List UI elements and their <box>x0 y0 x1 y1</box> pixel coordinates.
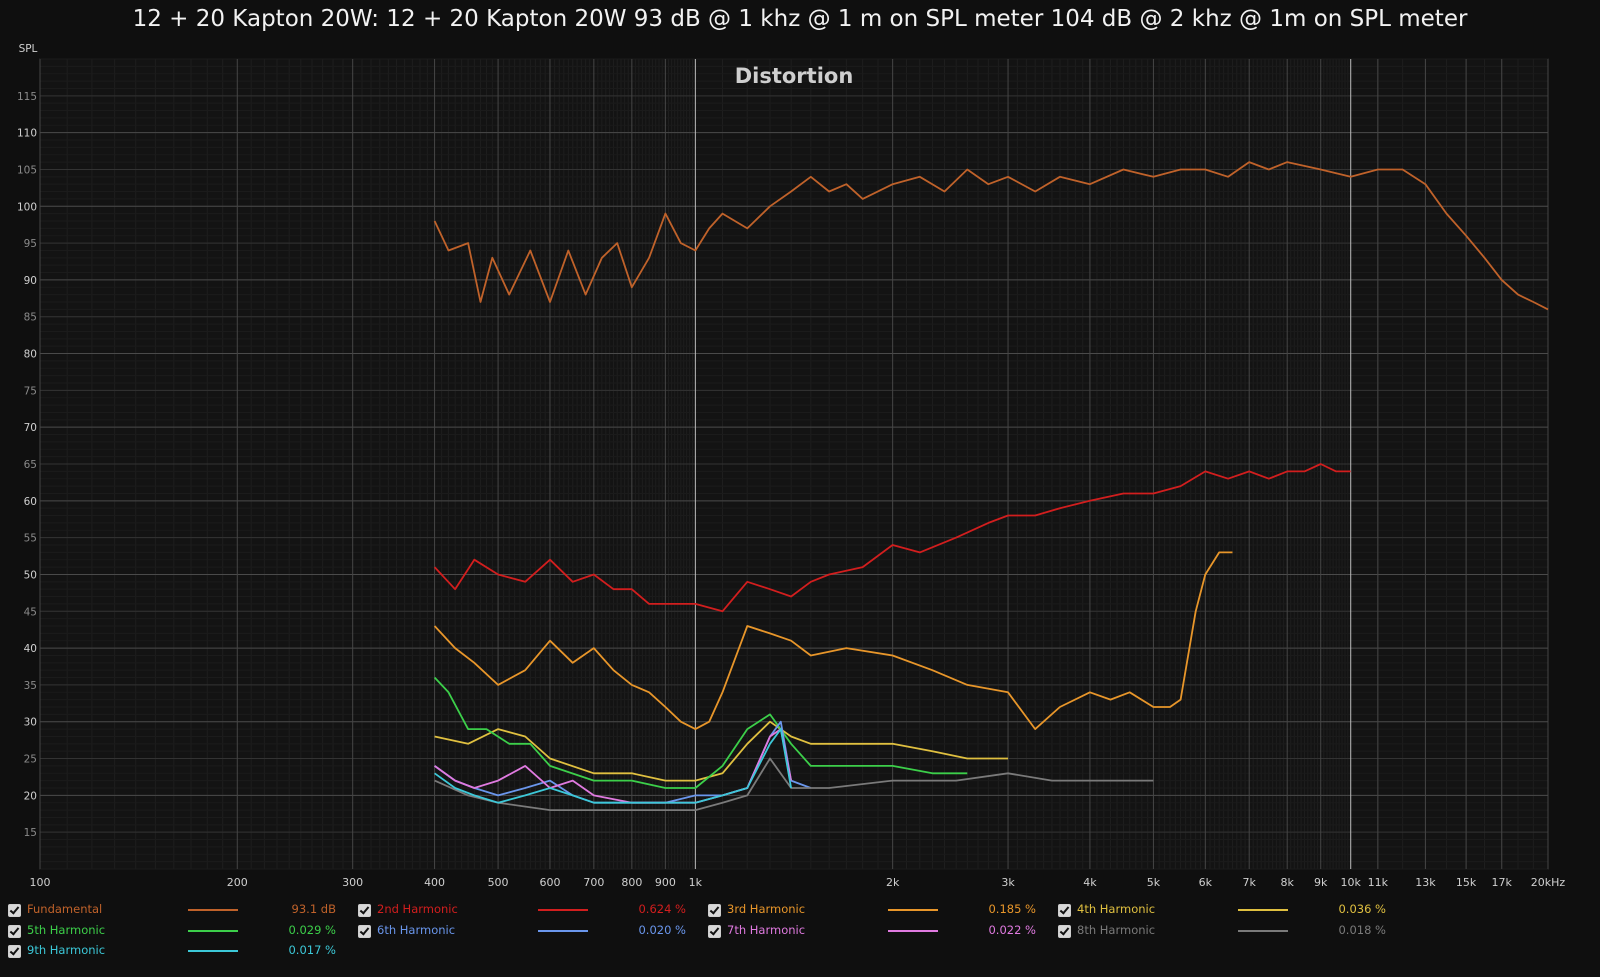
legend-series-value: 0.185 % <box>988 902 1036 916</box>
x-tick-label: 2k <box>886 876 900 889</box>
series-line-fundamental <box>433 161 1549 311</box>
y-tick-label: 65 <box>24 459 37 471</box>
y-tick-label: 35 <box>24 680 37 692</box>
legend-swatch <box>188 950 238 952</box>
x-tick-label: 900 <box>655 876 676 889</box>
chart-title: 12 + 20 Kapton 20W: 12 + 20 Kapton 20W 9… <box>132 6 1468 32</box>
y-tick-label: 30 <box>24 717 37 729</box>
series-line-4th-harmonic <box>434 720 1008 782</box>
y-tick-label: 55 <box>24 533 37 545</box>
y-tick-label: 15 <box>24 827 37 839</box>
legend-series-value: 0.017 % <box>288 943 336 957</box>
legend-swatch <box>188 930 238 932</box>
legend-series-value: 0.022 % <box>988 923 1036 937</box>
x-tick-label: 7k <box>1243 876 1257 889</box>
x-tick-label: 3k <box>1001 876 1015 889</box>
y-tick-label: 75 <box>24 385 37 397</box>
series-line-8th-harmonic <box>434 757 1154 811</box>
series-line-9th-harmonic <box>434 728 792 804</box>
legend-checkbox[interactable] <box>708 925 721 938</box>
series-line-7th-harmonic <box>434 728 792 804</box>
legend-series-name: 3rd Harmonic <box>727 902 806 916</box>
legend-checkbox[interactable] <box>8 904 21 917</box>
legend-series-value: 93.1 dB <box>291 902 336 916</box>
legend-checkbox[interactable] <box>1058 925 1071 938</box>
plot-title: Distortion <box>735 64 854 88</box>
x-tick-label: 400 <box>424 876 445 889</box>
y-tick-label: 50 <box>24 569 37 581</box>
x-tick-label: 15k <box>1456 876 1477 889</box>
x-tick-label: 13k <box>1415 876 1436 889</box>
legend-series-name: 6th Harmonic <box>377 923 456 937</box>
legend-series-name: Fundamental <box>27 902 103 916</box>
legend-series-value: 0.020 % <box>638 923 686 937</box>
y-tick-label: 90 <box>24 275 37 287</box>
y-tick-label: 115 <box>17 91 37 103</box>
legend-swatch <box>888 909 938 911</box>
legend: Fundamental 93.1 dB 2nd Harmonic 0.624 % 3rd… <box>0 902 1600 977</box>
series-line-2nd-harmonic <box>433 463 1351 613</box>
y-tick-label: 110 <box>17 128 37 140</box>
legend-series-value: 0.018 % <box>1338 923 1386 937</box>
legend-checkbox[interactable] <box>1058 904 1071 917</box>
legend-checkbox[interactable] <box>8 945 21 958</box>
x-tick-label: 6k <box>1199 876 1213 889</box>
legend-series-name: 7th Harmonic <box>727 923 806 937</box>
legend-series-name: 5th Harmonic <box>27 923 106 937</box>
y-tick-label: 40 <box>24 643 37 655</box>
x-tick-label: 8k <box>1281 876 1295 889</box>
x-tick-label: 1k <box>689 876 703 889</box>
x-tick-label: 500 <box>488 876 509 889</box>
legend-swatch <box>1238 930 1288 932</box>
x-tick-label: 9k <box>1314 876 1328 889</box>
x-tick-label: 100 <box>30 876 51 889</box>
x-tick-label: 700 <box>583 876 604 889</box>
x-tick-label: 20kHz <box>1531 876 1566 889</box>
legend-series-name: 4th Harmonic <box>1077 902 1156 916</box>
legend-swatch <box>538 909 588 911</box>
legend-series-name: 2nd Harmonic <box>377 902 458 916</box>
legend-swatch <box>1238 909 1288 911</box>
y-tick-label: 20 <box>24 790 37 802</box>
y-tick-label: 85 <box>24 312 37 324</box>
x-tick-label: 10k <box>1341 876 1362 889</box>
legend-series-name: 9th Harmonic <box>27 943 106 957</box>
y-tick-label: 60 <box>24 496 37 508</box>
y-tick-label: 70 <box>24 422 37 434</box>
y-tick-label: 95 <box>24 238 37 250</box>
x-tick-label: 17k <box>1492 876 1513 889</box>
series-line-5th-harmonic <box>433 676 968 789</box>
y-axis-label: SPL <box>19 43 38 55</box>
x-tick-label: 4k <box>1083 876 1097 889</box>
y-tick-label: 100 <box>17 201 37 213</box>
x-tick-label: 300 <box>342 876 363 889</box>
distortion-chart[interactable]: 15 20 25 30 35 40 45 50 55 60 65 70 75 80 85 90 95 100 105… <box>0 0 1600 910</box>
legend-series-value: 0.029 % <box>288 923 336 937</box>
y-tick-label: 45 <box>24 606 37 618</box>
x-tick-label: 11k <box>1368 876 1389 889</box>
legend-series-name: 8th Harmonic <box>1077 923 1156 937</box>
y-tick-label: 105 <box>17 164 37 176</box>
legend-series-value: 0.036 % <box>1338 902 1386 916</box>
legend-swatch <box>538 930 588 932</box>
x-tick-label: 600 <box>539 876 560 889</box>
legend-checkbox[interactable] <box>358 904 371 917</box>
x-tick-label: 200 <box>227 876 248 889</box>
legend-swatch <box>188 909 238 911</box>
legend-checkbox[interactable] <box>358 925 371 938</box>
y-tick-label: 80 <box>24 349 37 361</box>
legend-series-value: 0.624 % <box>638 902 686 916</box>
legend-checkbox[interactable] <box>708 904 721 917</box>
x-tick-label: 5k <box>1147 876 1161 889</box>
x-tick-label: 800 <box>621 876 642 889</box>
series-line-3rd-harmonic <box>433 551 1233 730</box>
legend-swatch <box>888 930 938 932</box>
y-tick-label: 25 <box>24 754 37 766</box>
legend-checkbox[interactable] <box>8 925 21 938</box>
